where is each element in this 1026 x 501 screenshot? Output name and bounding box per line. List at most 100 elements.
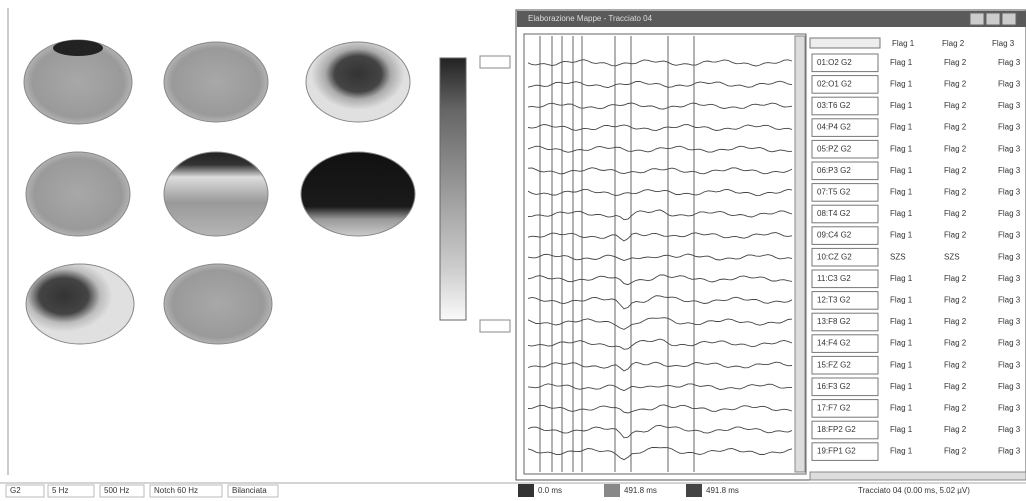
flag-cell[interactable]: SZS	[890, 252, 906, 261]
channel-label: 03:T6 G2	[817, 101, 851, 110]
time-label: 0.0 ms	[538, 486, 562, 495]
topo-map	[26, 152, 130, 236]
status-text: G2	[10, 486, 21, 495]
flag-cell[interactable]: Flag 1	[890, 447, 913, 456]
channel-label: 13:F8 G2	[817, 317, 851, 326]
flag-cell[interactable]: SZS	[944, 252, 960, 261]
eeg-window: Elaborazione Mappe - Tracciato 04 Flag 1…	[516, 10, 1026, 480]
flag-cell[interactable]: Flag 1	[890, 317, 913, 326]
channel-label: 10:CZ G2	[817, 252, 852, 261]
flag-cell[interactable]: Flag 3	[998, 58, 1021, 67]
channel-nav[interactable]	[810, 38, 880, 48]
flag-cell[interactable]: Flag 2	[944, 360, 967, 369]
map-panel	[8, 8, 510, 475]
time-label: 491.8 ms	[706, 486, 739, 495]
flag-cell[interactable]: Flag 3	[998, 252, 1021, 261]
flag-cell[interactable]: Flag 2	[944, 425, 967, 434]
flag-cell[interactable]: Flag 2	[944, 101, 967, 110]
flag-cell[interactable]: Flag 3	[998, 447, 1021, 456]
channel-label: 11:C3 G2	[817, 274, 851, 283]
flag-cell[interactable]: Flag 1	[890, 274, 913, 283]
flag-cell[interactable]: Flag 2	[944, 123, 967, 132]
flag-cell[interactable]: Flag 2	[944, 166, 967, 175]
flag-cell[interactable]: Flag 1	[890, 80, 913, 89]
flag-cell[interactable]: Flag 3	[998, 339, 1021, 348]
channel-label: 04:P4 G2	[817, 123, 851, 132]
flag-cell[interactable]: Flag 2	[944, 296, 967, 305]
channel-label: 06:P3 G2	[817, 166, 851, 175]
flag-cell[interactable]: Flag 2	[944, 382, 967, 391]
topo-spot	[53, 40, 103, 56]
flag-cell[interactable]: Flag 3	[998, 425, 1021, 434]
color-scale	[440, 58, 466, 320]
flag-cell[interactable]: Flag 1	[890, 144, 913, 153]
channel-label: 05:PZ G2	[817, 144, 852, 153]
maximize-button[interactable]	[986, 13, 1000, 25]
screen: Elaborazione Mappe - Tracciato 04 Flag 1…	[0, 0, 1026, 501]
flag-cell[interactable]: Flag 3	[998, 209, 1021, 218]
flag-cell[interactable]: Flag 2	[944, 231, 967, 240]
flag-cell[interactable]: Flag 3	[998, 360, 1021, 369]
flag-cell[interactable]: Flag 1	[890, 296, 913, 305]
topo-map	[164, 42, 268, 122]
flag-cell[interactable]: Flag 3	[998, 80, 1021, 89]
flag-cell[interactable]: Flag 2	[944, 188, 967, 197]
scale-min-field[interactable]	[480, 320, 510, 332]
flag-cell[interactable]: Flag 3	[998, 382, 1021, 391]
topo-map	[26, 264, 134, 344]
flag-cell[interactable]: Flag 2	[944, 144, 967, 153]
flag-cell[interactable]: Flag 3	[998, 101, 1021, 110]
topo-map	[164, 264, 272, 344]
flag-cell[interactable]: Flag 3	[998, 123, 1021, 132]
flag-cell[interactable]: Flag 2	[944, 274, 967, 283]
flag-cell[interactable]: Flag 3	[998, 317, 1021, 326]
flag-cell[interactable]: Flag 1	[890, 425, 913, 434]
flag-cell[interactable]: Flag 2	[944, 209, 967, 218]
minimize-button[interactable]	[970, 13, 984, 25]
flag-cell[interactable]: Flag 1	[890, 101, 913, 110]
channel-label: 12:T3 G2	[817, 296, 851, 305]
flag-cell[interactable]: Flag 3	[998, 274, 1021, 283]
channel-label: 19:FP1 G2	[817, 447, 856, 456]
channel-label: 14:F4 G2	[817, 339, 851, 348]
flag-cell[interactable]: Flag 1	[890, 166, 913, 175]
topo-map	[164, 152, 268, 236]
channel-label: 17:F7 G2	[817, 404, 851, 413]
flag-cell[interactable]: Flag 2	[944, 317, 967, 326]
flag-cell[interactable]: Flag 1	[890, 404, 913, 413]
flag-cell[interactable]: Flag 3	[998, 404, 1021, 413]
flag-cell[interactable]: Flag 2	[944, 447, 967, 456]
flag-cell[interactable]: Flag 3	[998, 231, 1021, 240]
footer-status: Tracciato 04 (0.00 ms, 5.02 µV)	[858, 486, 970, 495]
flag-cell[interactable]: Flag 1	[890, 360, 913, 369]
topo-map	[306, 42, 410, 122]
flag-cell[interactable]: Flag 2	[944, 58, 967, 67]
flag-cell[interactable]: Flag 2	[944, 80, 967, 89]
flag-header: Flag 2	[942, 39, 965, 48]
status-text: Bilanciata	[232, 486, 267, 495]
trace-scrollbar[interactable]	[795, 36, 805, 472]
flag-header: Flag 1	[892, 39, 915, 48]
window-title: Elaborazione Mappe - Tracciato 04	[528, 14, 653, 23]
channel-label: 08:T4 G2	[817, 209, 851, 218]
flag-cell[interactable]: Flag 3	[998, 166, 1021, 175]
channel-label: 15:FZ G2	[817, 360, 851, 369]
status-text: Notch 60 Hz	[154, 486, 198, 495]
flag-cell[interactable]: Flag 2	[944, 404, 967, 413]
flag-cell[interactable]: Flag 1	[890, 339, 913, 348]
flag-cell[interactable]: Flag 1	[890, 58, 913, 67]
flag-cell[interactable]: Flag 1	[890, 209, 913, 218]
flag-cell[interactable]: Flag 3	[998, 188, 1021, 197]
time-swatch	[604, 484, 620, 497]
flag-cell[interactable]: Flag 1	[890, 123, 913, 132]
flag-cell[interactable]: Flag 1	[890, 231, 913, 240]
scale-max-field[interactable]	[480, 56, 510, 68]
flag-cell[interactable]: Flag 3	[998, 296, 1021, 305]
flag-cell[interactable]: Flag 1	[890, 188, 913, 197]
flag-cell[interactable]: Flag 2	[944, 339, 967, 348]
flag-cell[interactable]: Flag 1	[890, 382, 913, 391]
close-button[interactable]	[1002, 13, 1016, 25]
channel-label: 16:F3 G2	[817, 382, 851, 391]
table-scrollbar[interactable]	[810, 472, 1026, 480]
flag-cell[interactable]: Flag 3	[998, 144, 1021, 153]
